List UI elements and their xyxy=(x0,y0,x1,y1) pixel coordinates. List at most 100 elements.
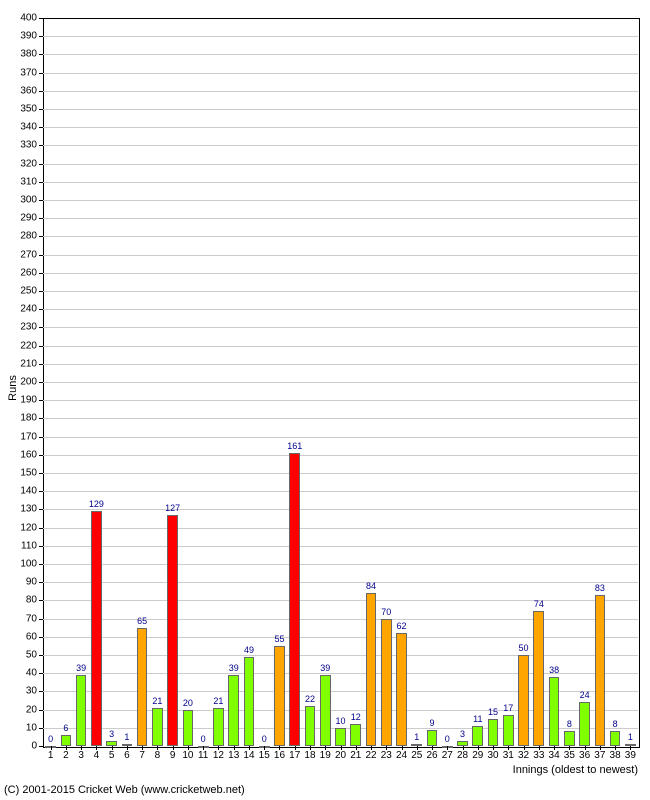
y-tick-label: 20 xyxy=(0,704,37,715)
bar xyxy=(152,708,163,746)
y-tick-label: 290 xyxy=(0,213,37,224)
bar-value-label: 0 xyxy=(262,734,267,744)
chart-container: Runs Innings (oldest to newest) (C) 2001… xyxy=(0,0,650,800)
y-tick xyxy=(39,73,43,74)
bar xyxy=(472,726,483,746)
bar-value-label: 21 xyxy=(152,696,162,706)
y-tick-label: 90 xyxy=(0,577,37,588)
y-tick-label: 250 xyxy=(0,286,37,297)
gridline xyxy=(43,127,638,128)
y-tick-label: 180 xyxy=(0,413,37,424)
y-tick-label: 150 xyxy=(0,468,37,479)
y-tick-label: 70 xyxy=(0,613,37,624)
gridline xyxy=(43,455,638,456)
bar xyxy=(244,657,255,746)
y-tick-label: 160 xyxy=(0,449,37,460)
y-tick xyxy=(39,382,43,383)
x-tick-label: 19 xyxy=(320,750,331,761)
x-tick-label: 11 xyxy=(198,750,208,761)
bar-value-label: 0 xyxy=(201,734,206,744)
bar-value-label: 8 xyxy=(567,719,572,729)
bar xyxy=(289,453,300,746)
bar-value-label: 49 xyxy=(244,645,254,655)
bar xyxy=(137,628,148,746)
y-tick-label: 200 xyxy=(0,377,37,388)
gridline xyxy=(43,273,638,274)
gridline xyxy=(43,509,638,510)
x-tick-label: 35 xyxy=(564,750,575,761)
bar-value-label: 22 xyxy=(305,694,315,704)
x-tick-label: 4 xyxy=(94,750,100,761)
y-tick-label: 390 xyxy=(0,31,37,42)
y-tick xyxy=(39,200,43,201)
bar-value-label: 11 xyxy=(473,714,482,724)
bar-value-label: 8 xyxy=(613,719,618,729)
x-tick-label: 33 xyxy=(533,750,544,761)
y-tick xyxy=(39,364,43,365)
bar-value-label: 65 xyxy=(137,616,147,626)
y-tick xyxy=(39,273,43,274)
y-tick xyxy=(39,473,43,474)
bar-value-label: 55 xyxy=(274,634,284,644)
y-tick xyxy=(39,182,43,183)
y-tick xyxy=(39,728,43,729)
x-tick-label: 28 xyxy=(457,750,468,761)
bar-value-label: 1 xyxy=(124,732,129,742)
y-tick xyxy=(39,400,43,401)
bar xyxy=(381,619,392,746)
gridline xyxy=(43,327,638,328)
bar xyxy=(366,593,377,746)
bar-value-label: 161 xyxy=(287,441,302,451)
y-tick xyxy=(39,418,43,419)
gridline xyxy=(43,236,638,237)
y-tick-label: 320 xyxy=(0,158,37,169)
x-tick-label: 24 xyxy=(396,750,407,761)
y-tick-label: 130 xyxy=(0,504,37,515)
bar xyxy=(183,710,194,746)
bar-value-label: 20 xyxy=(183,698,193,708)
gridline xyxy=(43,255,638,256)
y-tick xyxy=(39,346,43,347)
bar-value-label: 74 xyxy=(534,599,544,609)
bar-value-label: 1 xyxy=(628,732,633,742)
bar xyxy=(274,646,285,746)
x-tick-label: 9 xyxy=(170,750,176,761)
gridline xyxy=(43,145,638,146)
y-tick xyxy=(39,437,43,438)
gridline xyxy=(43,582,638,583)
x-tick-label: 25 xyxy=(411,750,422,761)
y-tick-label: 300 xyxy=(0,195,37,206)
bar xyxy=(533,611,544,746)
y-tick-label: 240 xyxy=(0,304,37,315)
gridline xyxy=(43,346,638,347)
y-tick-label: 80 xyxy=(0,595,37,606)
y-tick-label: 220 xyxy=(0,340,37,351)
y-tick xyxy=(39,746,43,747)
y-tick-label: 360 xyxy=(0,85,37,96)
gridline xyxy=(43,218,638,219)
y-tick-label: 260 xyxy=(0,267,37,278)
y-tick xyxy=(39,691,43,692)
x-tick-label: 18 xyxy=(304,750,315,761)
y-tick xyxy=(39,54,43,55)
bar xyxy=(488,719,499,746)
y-tick xyxy=(39,637,43,638)
bar-value-label: 24 xyxy=(580,690,590,700)
bar xyxy=(503,715,514,746)
gridline xyxy=(43,655,638,656)
bar-value-label: 15 xyxy=(488,707,498,717)
gridline xyxy=(43,400,638,401)
bar-value-label: 84 xyxy=(366,581,376,591)
x-tick-label: 10 xyxy=(182,750,193,761)
bar-value-label: 3 xyxy=(109,729,114,739)
y-tick xyxy=(39,127,43,128)
gridline xyxy=(43,418,638,419)
bar xyxy=(91,511,102,746)
y-tick-label: 280 xyxy=(0,231,37,242)
y-tick xyxy=(39,582,43,583)
bar-value-label: 9 xyxy=(430,718,435,728)
bar-value-label: 50 xyxy=(519,643,529,653)
x-tick-label: 36 xyxy=(579,750,590,761)
y-tick xyxy=(39,509,43,510)
gridline xyxy=(43,309,638,310)
